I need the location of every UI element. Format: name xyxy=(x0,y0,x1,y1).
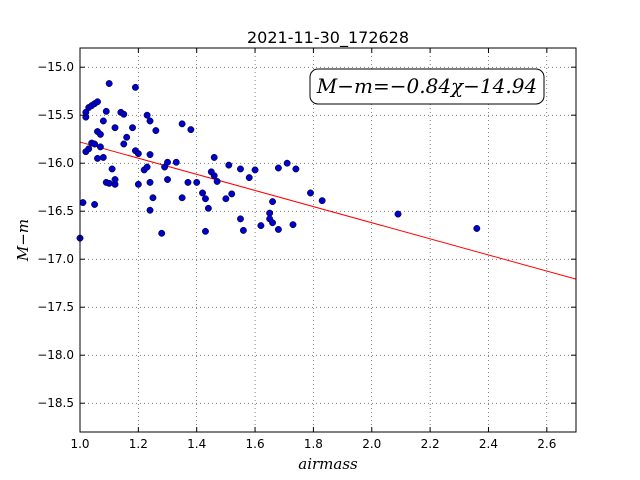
x-tick-label: 1.8 xyxy=(304,437,323,451)
data-point xyxy=(225,161,233,169)
data-point xyxy=(222,195,230,203)
data-point xyxy=(120,140,128,148)
x-tick-label: 2.2 xyxy=(421,437,440,451)
data-points xyxy=(76,80,481,242)
data-point xyxy=(473,225,481,232)
chart-title: 2021-11-30_172628 xyxy=(247,28,409,48)
x-tick-label: 2.0 xyxy=(362,437,381,451)
y-axis-label: M−m xyxy=(14,219,32,262)
data-point xyxy=(269,198,277,206)
data-point xyxy=(134,180,142,188)
x-axis-label: airmass xyxy=(298,455,358,473)
axis-ticks: 1.0 1.2 1.4 1.6 1.8 2.0 2.2 2.4 2.6 −15.0 −15.5 −16… xyxy=(37,48,576,451)
data-point xyxy=(199,189,206,197)
data-point xyxy=(274,164,282,172)
data-point xyxy=(251,166,259,174)
annotation-text: M−m=−0.84χ−14.94 xyxy=(316,74,537,98)
data-point xyxy=(108,165,116,173)
x-tick-label: 1.4 xyxy=(187,437,206,451)
data-point xyxy=(129,124,136,132)
data-point xyxy=(307,189,314,197)
data-point xyxy=(146,178,154,186)
data-point xyxy=(152,127,160,135)
y-tick-label: −18.5 xyxy=(37,396,74,410)
data-point xyxy=(210,172,218,180)
y-tick-label: −16.0 xyxy=(37,156,74,170)
data-point xyxy=(91,201,99,208)
y-tick-label: −17.0 xyxy=(37,252,74,266)
data-point xyxy=(257,222,265,230)
data-point xyxy=(172,158,180,166)
x-tick-label: 1.2 xyxy=(129,437,148,451)
data-point xyxy=(146,151,154,159)
data-point xyxy=(164,176,171,183)
data-point xyxy=(394,210,402,218)
x-tick-label: 2.6 xyxy=(537,437,556,451)
data-point xyxy=(123,133,131,141)
data-point xyxy=(237,165,244,173)
data-point xyxy=(149,194,157,202)
data-point xyxy=(204,204,212,212)
annotation-box xyxy=(309,68,545,105)
y-tick-label: −16.5 xyxy=(37,204,74,218)
data-point xyxy=(111,176,119,183)
plot-area xyxy=(80,48,576,432)
data-point xyxy=(85,145,93,153)
data-point xyxy=(143,111,151,119)
data-point xyxy=(184,178,192,186)
data-point xyxy=(120,110,128,118)
y-tick-label: −15.0 xyxy=(37,60,74,74)
data-point xyxy=(292,165,300,173)
data-point xyxy=(318,197,326,205)
data-point xyxy=(96,143,104,151)
data-point xyxy=(274,225,282,233)
data-point xyxy=(94,98,101,106)
plot-frame xyxy=(79,47,577,433)
data-point xyxy=(105,80,113,87)
data-point xyxy=(178,194,186,202)
data-point xyxy=(245,174,253,182)
x-tick-label: 2.4 xyxy=(479,437,498,451)
data-point xyxy=(202,227,209,235)
data-point xyxy=(146,206,154,214)
data-point xyxy=(237,215,244,223)
data-point xyxy=(94,154,101,162)
data-point xyxy=(289,221,297,229)
data-point xyxy=(213,177,221,185)
y-tick-label: −15.5 xyxy=(37,108,74,122)
data-point xyxy=(283,159,291,167)
data-point xyxy=(202,195,209,203)
data-point xyxy=(105,179,113,187)
x-tick-label: 1.0 xyxy=(70,437,89,451)
data-point xyxy=(146,117,154,125)
y-tick-label: −18.0 xyxy=(37,348,74,362)
data-point xyxy=(187,126,195,134)
y-tick-label: −17.5 xyxy=(37,300,74,314)
data-point xyxy=(269,219,277,227)
data-point xyxy=(96,130,104,138)
data-point xyxy=(178,120,186,128)
x-tick-label: 1.6 xyxy=(246,437,265,451)
data-point xyxy=(79,199,87,207)
data-point xyxy=(266,209,274,217)
data-point xyxy=(239,226,247,234)
data-point xyxy=(99,153,107,161)
data-point xyxy=(111,124,119,132)
grid xyxy=(79,48,576,432)
data-point xyxy=(210,153,218,161)
data-point xyxy=(164,158,171,166)
data-point xyxy=(143,163,151,171)
data-point xyxy=(99,117,107,125)
data-point xyxy=(131,83,139,91)
data-point xyxy=(102,107,110,115)
data-point xyxy=(158,229,166,237)
data-point xyxy=(193,178,201,186)
data-point xyxy=(91,140,99,148)
fit-annotation: M−m=−0.84χ−14.94 xyxy=(309,68,545,105)
data-point xyxy=(228,190,236,198)
data-point xyxy=(134,150,142,158)
